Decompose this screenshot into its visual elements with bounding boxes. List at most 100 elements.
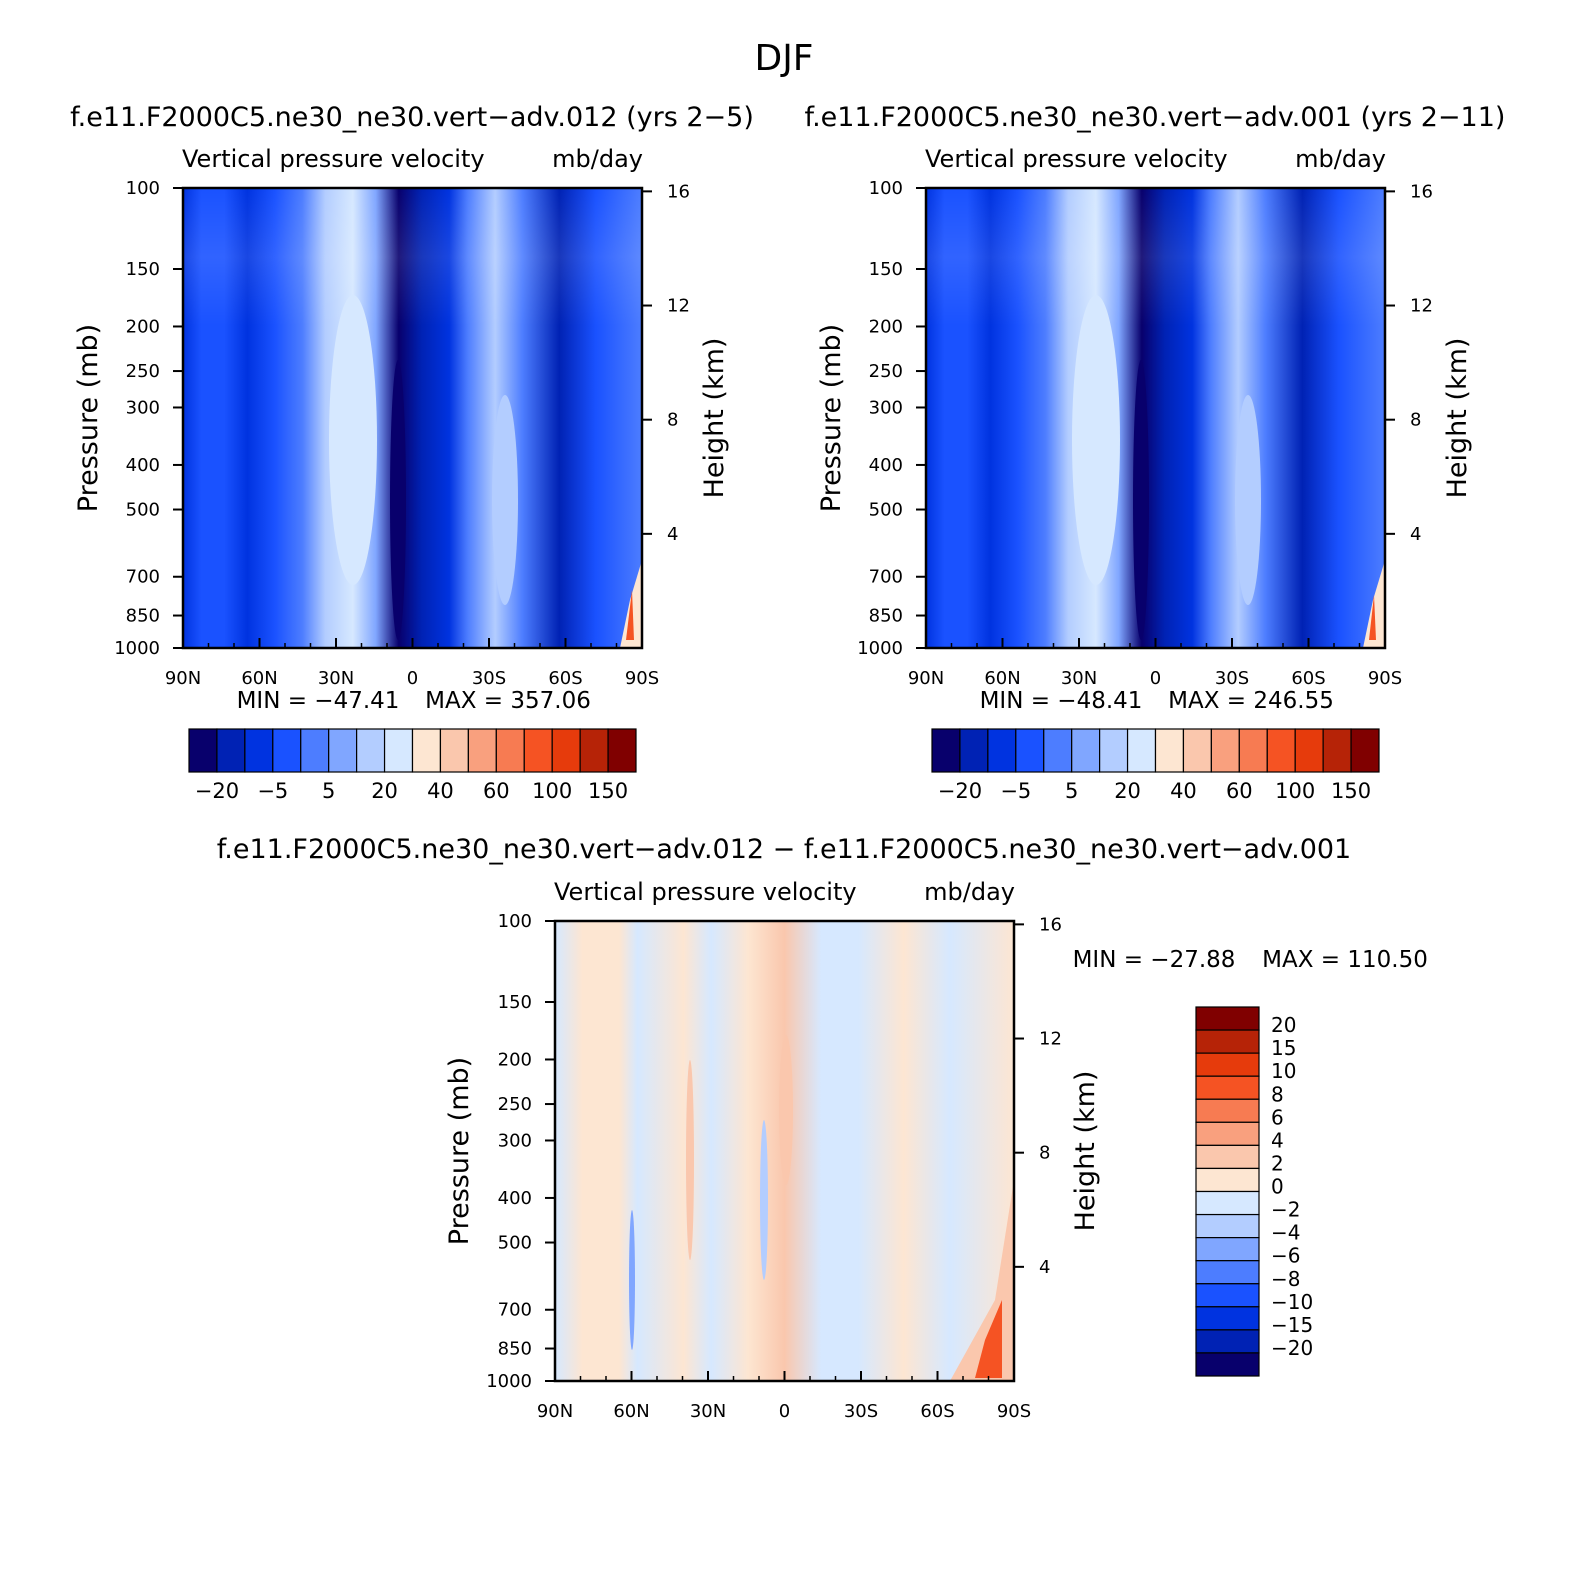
panel-2-ylabel-right: Height (km) [1442,338,1473,499]
colorbar-box [1195,1329,1260,1354]
figure-title: DJF [754,38,813,79]
panel-1-core-light [329,295,377,585]
panel-3-case-title: f.e11.F2000C5.ne30_ne30.vert−adv.012 − f… [217,834,1352,865]
colorbar-box [1195,1260,1260,1285]
height-tick-label: 16 [1039,914,1062,935]
y-tick-label: 1000 [857,638,903,659]
colorbar-label: 10 [1271,1059,1296,1083]
panel-2-core-light-2 [1235,395,1261,605]
colorbar-box [931,728,961,773]
y-tick-label: 300 [498,1130,532,1151]
panel-2-core-light [1072,295,1120,585]
panel-1-x-axis: 90N 60N 30N 0 30S 60S 90S [165,638,659,689]
colorbar-box [1294,728,1324,773]
height-tick-label: 8 [1410,410,1421,431]
colorbar-box [1015,728,1045,773]
colorbar-label: −15 [1271,1313,1313,1337]
colorbar-box [1154,728,1185,773]
panel-2-x-axis: 90N 60N 30N 0 30S 60S 90S [908,638,1402,689]
y-tick-label: 200 [498,1049,532,1070]
colorbar-box [1195,1237,1260,1262]
panel-3-ylabel-right: Height (km) [1070,1071,1101,1232]
x-tick-label: 30N [1061,668,1097,689]
colorbar-box [1195,1075,1260,1100]
panel-1-units: mb/day [552,145,643,173]
colorbar-box [439,728,469,773]
panel-2: f.e11.F2000C5.ne30_ne30.vert−adv.001 (yr… [805,102,1506,803]
x-tick-label: 60N [613,1401,649,1422]
x-tick-label: 90S [997,1401,1031,1422]
height-tick-label: 12 [1410,296,1433,317]
panel-2-ylabel: Pressure (mb) [816,324,847,512]
panel-2-height-axis: 16 12 8 4 [1385,181,1433,545]
y-tick-label: 150 [498,992,532,1013]
colorbar-box [216,728,246,773]
colorbar-box [356,728,386,773]
colorbar-label: 0 [1271,1175,1284,1199]
colorbar-label: 20 [371,779,398,803]
x-tick-label: 90N [165,668,201,689]
panel-1-ylabel-right: Height (km) [699,338,730,499]
height-tick-label: 12 [667,296,690,317]
colorbar-box [551,728,581,773]
colorbar-label: −4 [1271,1221,1300,1245]
colorbar-box [188,728,218,773]
y-tick-label: 100 [869,178,903,199]
colorbar-label: 60 [1226,779,1253,803]
colorbar-label: −5 [257,779,288,803]
y-tick-label: 500 [869,500,903,521]
y-tick-label: 250 [498,1094,532,1115]
panel-2-min: MIN = −48.41 [980,688,1143,714]
y-tick-label: 700 [869,567,903,588]
colorbar-box [495,728,525,773]
colorbar-label: −6 [1271,1244,1300,1268]
x-tick-label: 90N [908,668,944,689]
colorbar-label: 4 [1271,1128,1284,1152]
colorbar-box [607,728,637,773]
colorbar-box [1195,1098,1260,1123]
colorbar-box [959,728,989,773]
colorbar-box [1195,1121,1260,1146]
colorbar-box [383,728,414,773]
colorbar-box [1099,728,1129,773]
panel-3-plot-title: Vertical pressure velocity [554,878,857,906]
colorbar-box [523,728,553,773]
colorbar-label: 150 [1331,779,1371,803]
colorbar-box [1322,728,1352,773]
colorbar-label: 20 [1114,779,1141,803]
panel-1: f.e11.F2000C5.ne30_ne30.vert−adv.012 (yr… [70,102,754,803]
height-tick-label: 8 [667,410,678,431]
panel-1-ylabel: Pressure (mb) [73,324,104,512]
y-tick-label: 150 [869,259,903,280]
y-tick-label: 200 [126,316,160,337]
colorbar-box [272,728,302,773]
panel-1-core-light-2 [492,395,518,605]
colorbar-box [1238,728,1268,773]
panel-3-neg-streak [629,1210,635,1350]
y-tick-label: 400 [498,1188,532,1209]
colorbar-label: 150 [588,779,628,803]
panel-3-pos-core [975,1300,1002,1378]
x-tick-label: 60S [548,668,582,689]
colorbar-label: 40 [1170,779,1197,803]
panel-3-y-axis: 100 150 200 250 300 400 500 700 850 1000 [486,911,555,1392]
colorbar-box [411,728,442,773]
colorbar-box [244,728,274,773]
height-tick-label: 16 [1410,181,1433,202]
colorbar-box [1126,728,1157,773]
panel-1-colorbar: −20 −5 5 20 40 60 100 150 [188,728,637,803]
panel-2-plot-title: Vertical pressure velocity [925,145,1228,173]
colorbar-box [1195,1167,1260,1193]
panel-3-ylabel: Pressure (mb) [444,1057,475,1245]
panel-3-max: MAX = 110.50 [1262,947,1428,973]
x-tick-label: 60S [1291,668,1325,689]
colorbar-box [1195,1283,1260,1308]
colorbar-label: 2 [1271,1151,1284,1175]
x-tick-label: 30S [472,668,506,689]
y-tick-label: 1000 [114,638,160,659]
panel-2-max: MAX = 246.55 [1168,688,1334,714]
height-tick-label: 16 [667,181,690,202]
y-tick-label: 500 [498,1233,532,1254]
